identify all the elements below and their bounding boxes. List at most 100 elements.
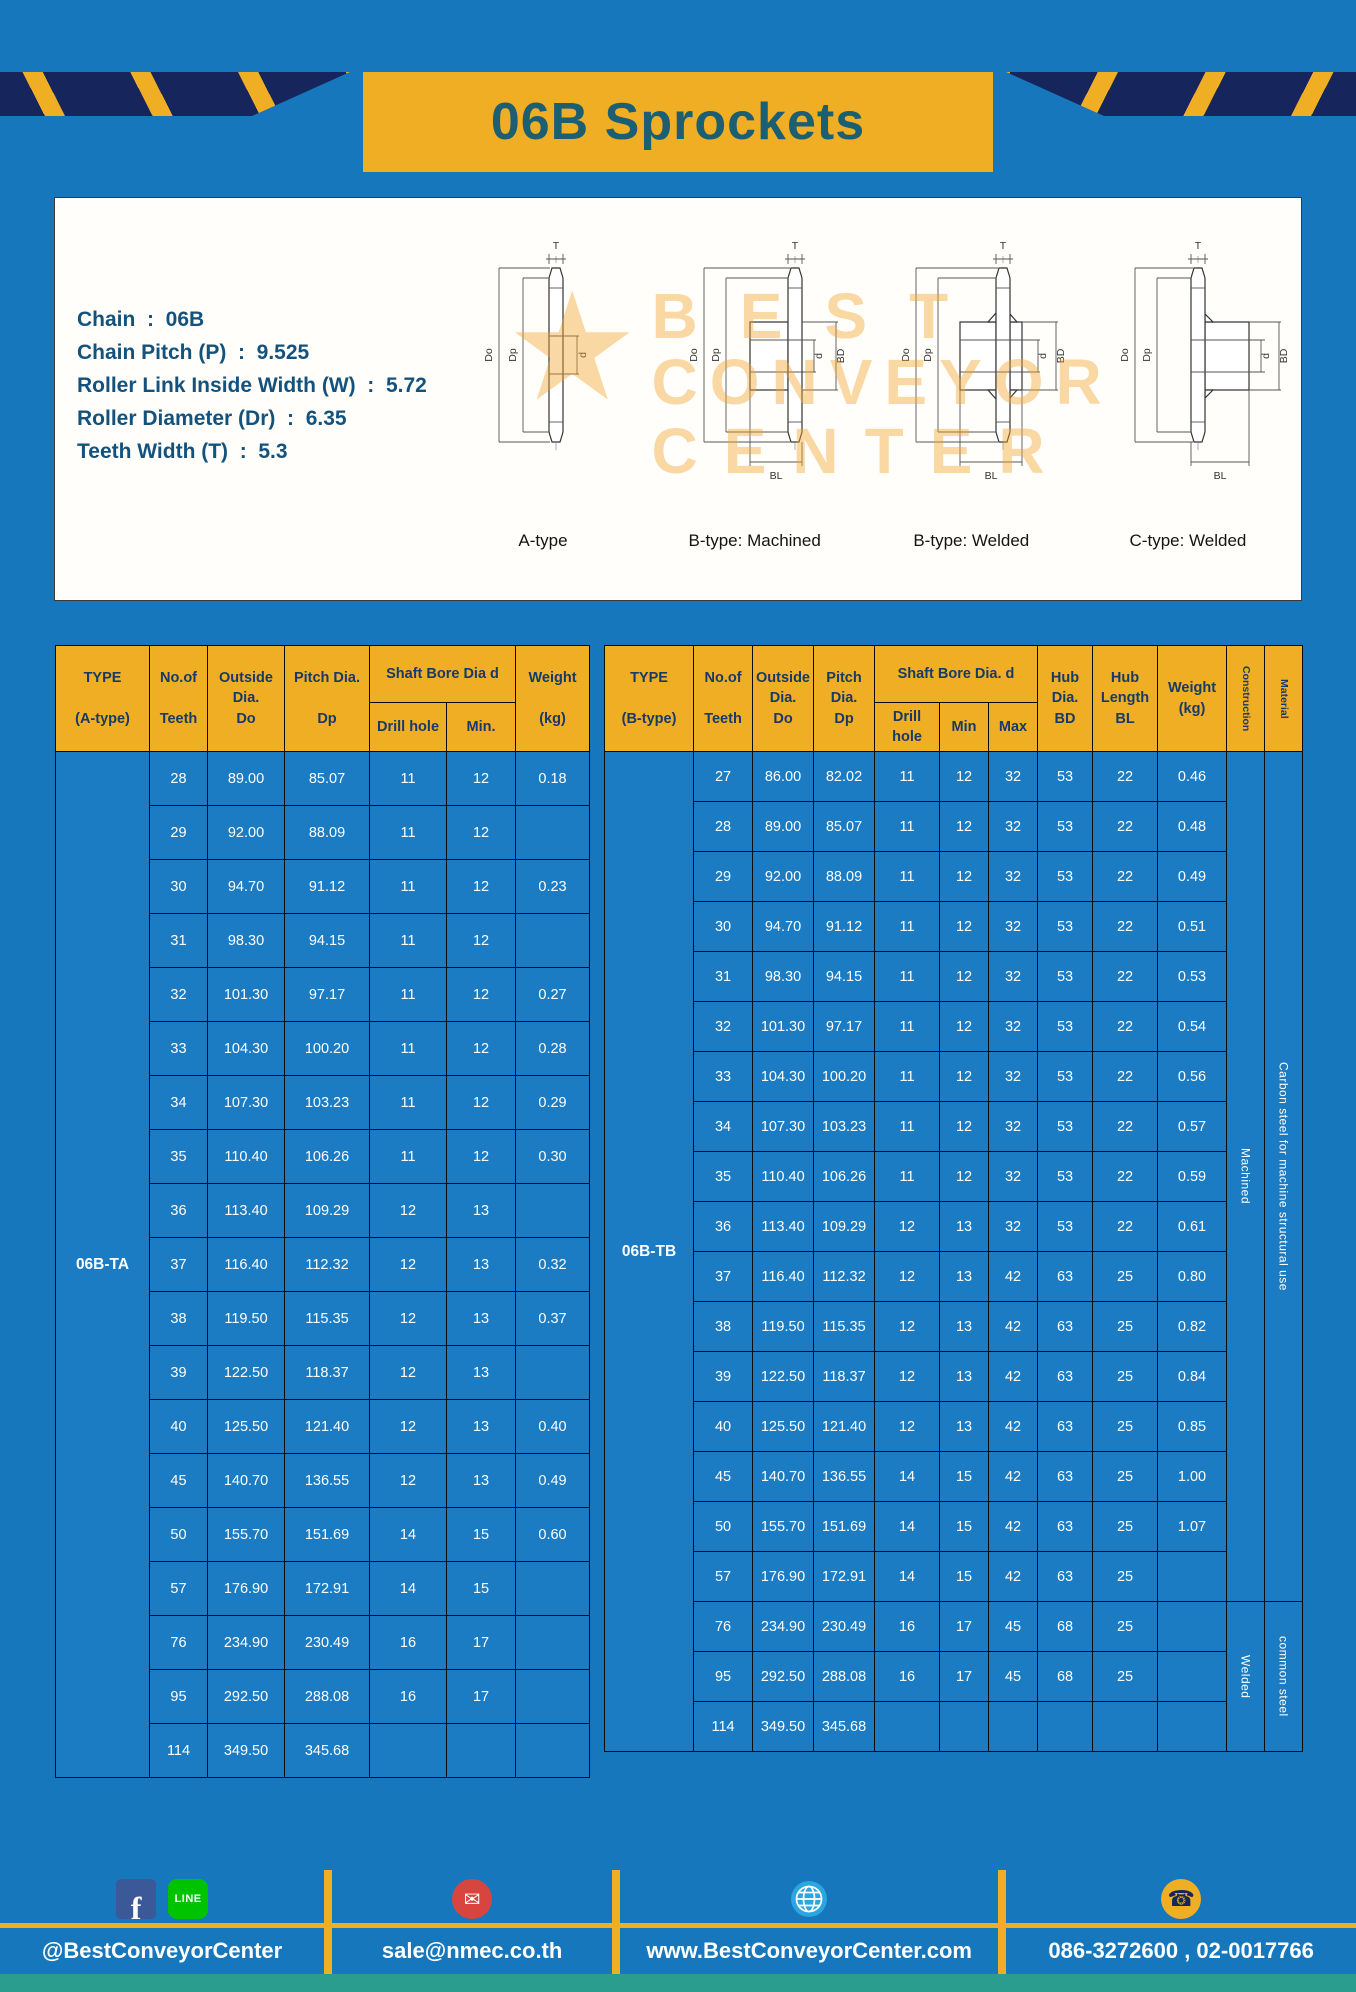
data-cell: 36	[149, 1183, 208, 1238]
table-row: 114 349.50 345.68	[56, 1723, 591, 1778]
data-cell: 12	[874, 1401, 941, 1452]
data-cell: 151.69	[813, 1501, 876, 1552]
construction-cell: Machined	[1226, 751, 1266, 1602]
col-header-construction: Construction	[1226, 645, 1266, 752]
footer-email[interactable]: sale@nmec.co.th	[381, 1938, 563, 1963]
data-cell: 0.56	[1157, 1051, 1228, 1102]
data-cell: 115.35	[284, 1291, 370, 1346]
data-cell: 76	[149, 1615, 208, 1670]
col-header-drill-hole: Drill hole	[369, 702, 447, 752]
data-cell: 33	[149, 1021, 208, 1076]
data-cell: 14	[874, 1551, 941, 1602]
data-cell: 17	[939, 1601, 990, 1652]
data-cell: 12	[939, 1051, 990, 1102]
data-cell: 11	[874, 751, 941, 802]
col-header-hub-length: Hub Length BL	[1092, 645, 1159, 752]
data-cell: 63	[1037, 1551, 1094, 1602]
data-cell: 98.30	[207, 913, 285, 968]
data-cell: 104.30	[207, 1021, 285, 1076]
data-cell: 0.61	[1157, 1201, 1228, 1252]
footer-social-handle[interactable]: @BestConveyorCenter	[41, 1938, 283, 1963]
bottom-accent-bar	[0, 1974, 1356, 1992]
data-cell: 112.32	[813, 1251, 876, 1302]
dim-label-bl: BL	[769, 470, 782, 482]
data-cell: 53	[1037, 851, 1094, 902]
phone-icon[interactable]: ☎	[1161, 1879, 1202, 1919]
table-row: 31 98.30 94.15 11 12	[56, 913, 591, 968]
data-cell: 32	[988, 1001, 1039, 1052]
data-cell: 12	[445, 859, 517, 914]
data-cell: 45	[988, 1651, 1039, 1702]
data-cell: 31	[693, 951, 754, 1002]
table-row: 50 155.70 151.69 14 15 0.60	[56, 1507, 591, 1562]
data-cell: 45	[149, 1453, 208, 1508]
data-cell: 11	[369, 751, 447, 806]
corner-stripes-left	[0, 72, 350, 116]
data-cell: 22	[1092, 751, 1159, 802]
data-cell: 85.07	[813, 801, 876, 852]
data-cell: 28	[149, 751, 208, 806]
data-cell: 50	[693, 1501, 754, 1552]
data-cell: 53	[1037, 801, 1094, 852]
diagram-caption: B-type: Welded	[913, 531, 1030, 550]
data-cell	[515, 1345, 591, 1400]
table-row: 35 110.40 106.26 11 12 0.30	[56, 1129, 591, 1184]
dim-label-bd: BD	[1278, 348, 1290, 363]
col-header-type: TYPE (A-type)	[55, 645, 150, 752]
data-cell: 25	[1092, 1501, 1159, 1552]
data-cell: 11	[874, 901, 941, 952]
data-cell: 34	[149, 1075, 208, 1130]
data-cell: 11	[369, 913, 447, 968]
table-row: 76 234.90 230.49 16 17	[56, 1615, 591, 1670]
data-cell: 122.50	[752, 1351, 815, 1402]
footer-website[interactable]: www.BestConveyorCenter.com	[646, 1938, 972, 1963]
data-cell: 14	[874, 1501, 941, 1552]
data-cell: 13	[445, 1345, 517, 1400]
data-cell: 125.50	[752, 1401, 815, 1452]
material-cell: common steel	[1264, 1601, 1304, 1752]
data-cell: 109.29	[284, 1183, 370, 1238]
data-cell: 95	[693, 1651, 754, 1702]
data-cell: 88.09	[813, 851, 876, 902]
data-cell: 32	[988, 1101, 1039, 1152]
data-cell: 0.32	[515, 1237, 591, 1292]
title-banner: 06B Sprockets	[363, 72, 993, 172]
data-cell: 68	[1037, 1601, 1094, 1652]
data-cell: 0.80	[1157, 1251, 1228, 1302]
dim-label-t: T	[553, 240, 560, 252]
dim-label-bl: BL	[985, 470, 998, 482]
data-cell	[515, 1615, 591, 1670]
data-cell: 63	[1037, 1401, 1094, 1452]
data-cell: 57	[693, 1551, 754, 1602]
spec-tables: TYPE (A-type) No.of Teeth Outside Dia. D…	[55, 645, 1304, 1778]
data-cell: 98.30	[752, 951, 815, 1002]
c-type-welded-drawing: T Do Dp d BD BL	[1119, 240, 1290, 482]
data-cell: 12	[939, 901, 990, 952]
data-cell: 0.40	[515, 1399, 591, 1454]
data-cell: 13	[445, 1183, 517, 1238]
facebook-icon[interactable]: f	[116, 1879, 157, 1919]
table-row: 57 176.90 172.91 14 15	[56, 1561, 591, 1616]
footer-phone-numbers[interactable]: 086-3272600 , 02-0017766	[1048, 1938, 1314, 1963]
mail-icon[interactable]: ✉	[452, 1879, 493, 1919]
spec-line: Chain : 06B	[77, 308, 205, 331]
data-cell: 25	[1092, 1551, 1159, 1602]
table-row: 36 113.40 109.29 12 13	[56, 1183, 591, 1238]
data-cell: 288.08	[284, 1669, 370, 1724]
data-cell: 121.40	[284, 1399, 370, 1454]
globe-icon[interactable]	[789, 1879, 829, 1919]
data-cell: 1.00	[1157, 1451, 1228, 1502]
table-row: 30 94.70 91.12 11 12 0.23	[56, 859, 591, 914]
data-cell: 32	[988, 1051, 1039, 1102]
data-cell: 11	[874, 1001, 941, 1052]
table-row: 33 104.30 100.20 11 12 0.28	[56, 1021, 591, 1076]
data-cell: 122.50	[207, 1345, 285, 1400]
data-cell: 103.23	[284, 1075, 370, 1130]
data-cell: 22	[1092, 1201, 1159, 1252]
data-cell: 32	[988, 751, 1039, 802]
line-icon[interactable]: LINE	[168, 1879, 209, 1919]
dim-label-d: d	[1037, 353, 1049, 359]
data-cell: 53	[1037, 1151, 1094, 1202]
table-row: 38 119.50 115.35 12 13 0.37	[56, 1291, 591, 1346]
data-cell: 25	[1092, 1301, 1159, 1352]
